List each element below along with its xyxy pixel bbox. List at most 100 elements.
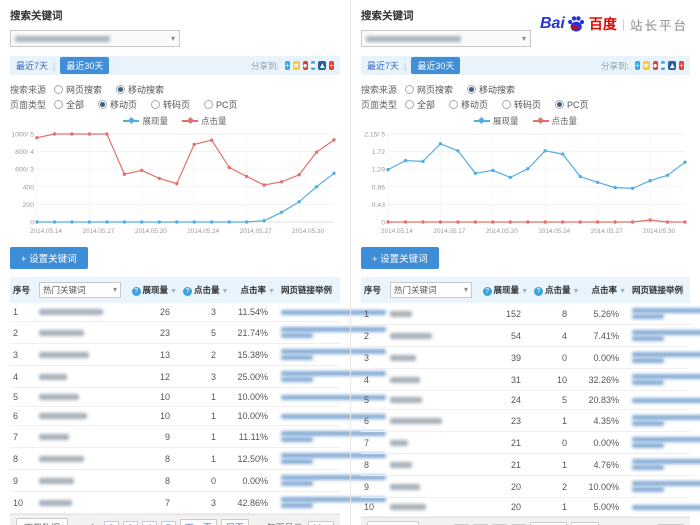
- keyword-filter-select[interactable]: 热门关键词 ▾: [39, 282, 121, 298]
- masked-link[interactable]: [632, 421, 664, 426]
- masked-link[interactable]: [632, 459, 700, 464]
- masked-link[interactable]: [281, 327, 386, 332]
- masked-link[interactable]: [281, 475, 386, 480]
- masked-link[interactable]: [281, 333, 313, 338]
- set-keywords-button[interactable]: + 设置关键词: [361, 247, 439, 269]
- last-page-button[interactable]: 尾页: [220, 519, 249, 525]
- masked-link[interactable]: [281, 377, 313, 382]
- range-7days-link[interactable]: 最近7天: [367, 61, 400, 71]
- masked-link[interactable]: [281, 394, 386, 400]
- masked-link[interactable]: [281, 309, 386, 315]
- range-30days-button[interactable]: 最近30天: [411, 57, 461, 74]
- masked-link[interactable]: [632, 374, 700, 379]
- page-link[interactable]: 3: [473, 523, 489, 525]
- radio-option[interactable]: 网页搜索: [54, 83, 102, 96]
- radio-option[interactable]: 移动搜索: [467, 83, 515, 96]
- renren-share-icon[interactable]: ▲: [668, 61, 677, 70]
- masked-link[interactable]: [632, 308, 700, 313]
- page-link[interactable]: 4: [141, 520, 157, 525]
- masked-link[interactable]: [632, 330, 700, 335]
- masked-link[interactable]: [281, 349, 386, 354]
- weibo-share-icon[interactable]: ●: [302, 61, 308, 70]
- masked-link[interactable]: [281, 481, 313, 486]
- radio-option[interactable]: 网页搜索: [405, 83, 453, 96]
- tqq-share-icon[interactable]: ■: [310, 61, 316, 70]
- range-7days-link[interactable]: 最近7天: [16, 61, 49, 71]
- radio-icon[interactable]: [449, 100, 459, 109]
- last-page-button[interactable]: 尾页: [571, 522, 600, 525]
- qzone-share-icon[interactable]: ★: [292, 61, 300, 70]
- masked-link[interactable]: [632, 504, 700, 510]
- help-icon[interactable]: ?: [482, 287, 492, 296]
- radio-option[interactable]: 全部: [54, 98, 84, 111]
- radio-icon[interactable]: [405, 85, 414, 94]
- masked-link[interactable]: [632, 465, 664, 470]
- sort-icon[interactable]: ▼: [619, 288, 626, 295]
- site-select[interactable]: ▾: [10, 30, 180, 47]
- radio-icon[interactable]: [54, 100, 63, 109]
- radio-option[interactable]: 移动搜索: [116, 83, 164, 96]
- radio-option[interactable]: 转码页: [502, 98, 541, 111]
- masked-link[interactable]: [281, 437, 313, 442]
- radio-selected-icon[interactable]: [555, 100, 565, 109]
- radio-selected-icon[interactable]: [98, 100, 108, 109]
- radio-icon[interactable]: [405, 100, 414, 109]
- weibo-share-icon[interactable]: ●: [652, 61, 658, 70]
- next-page-button[interactable]: 下一页: [179, 519, 217, 525]
- set-keywords-button[interactable]: + 设置关键词: [10, 247, 88, 269]
- per-page-select[interactable]: 10 ▾: [307, 520, 334, 525]
- radio-icon[interactable]: [204, 100, 214, 109]
- radio-selected-icon[interactable]: [467, 85, 477, 94]
- radio-option[interactable]: 移动页: [98, 98, 137, 111]
- masked-link[interactable]: [281, 371, 386, 376]
- help-icon[interactable]: ?: [534, 287, 543, 296]
- masked-link[interactable]: [632, 358, 664, 363]
- more-share-icon[interactable]: +: [329, 61, 334, 70]
- page-link[interactable]: 5: [160, 520, 176, 525]
- download-data-button[interactable]: 下载数据: [16, 518, 69, 525]
- masked-link[interactable]: [632, 415, 700, 420]
- masked-link[interactable]: [281, 453, 386, 458]
- sort-icon[interactable]: ▼: [521, 288, 528, 295]
- radio-icon[interactable]: [151, 100, 161, 109]
- next-page-button[interactable]: 下一页: [530, 522, 568, 525]
- radio-option[interactable]: 移动页: [449, 98, 488, 111]
- radio-icon[interactable]: [54, 85, 63, 94]
- sort-icon[interactable]: ▼: [221, 288, 229, 295]
- radio-selected-icon[interactable]: [116, 85, 126, 94]
- masked-link[interactable]: [632, 397, 700, 403]
- masked-link[interactable]: [281, 459, 313, 464]
- masked-link[interactable]: [632, 437, 700, 442]
- masked-link[interactable]: [281, 355, 313, 360]
- masked-link[interactable]: [632, 443, 664, 448]
- radio-option[interactable]: 转码页: [151, 98, 190, 111]
- masked-link[interactable]: [632, 336, 664, 341]
- tqq-share-icon[interactable]: ■: [660, 61, 666, 70]
- add-share-icon[interactable]: +: [284, 61, 290, 70]
- help-icon[interactable]: ?: [131, 287, 141, 296]
- page-link[interactable]: 4: [492, 523, 508, 525]
- masked-link[interactable]: [281, 413, 386, 419]
- radio-option[interactable]: 全部: [405, 98, 435, 111]
- per-page-select[interactable]: 10 ▾: [657, 523, 684, 525]
- sort-icon[interactable]: ▼: [572, 288, 580, 295]
- masked-link[interactable]: [632, 380, 664, 385]
- masked-link[interactable]: [281, 497, 386, 502]
- masked-link[interactable]: [281, 431, 386, 436]
- radio-option[interactable]: PC页: [555, 98, 589, 111]
- page-link[interactable]: 5: [511, 523, 527, 525]
- masked-link[interactable]: [632, 352, 700, 357]
- range-30days-button[interactable]: 最近30天: [60, 57, 110, 74]
- page-link[interactable]: 2: [103, 520, 119, 525]
- keyword-filter-select[interactable]: 热门关键词 ▾: [390, 282, 472, 298]
- masked-link[interactable]: [632, 481, 700, 486]
- page-link[interactable]: 3: [122, 520, 138, 525]
- add-share-icon[interactable]: +: [634, 61, 640, 70]
- more-share-icon[interactable]: +: [679, 61, 684, 70]
- qzone-share-icon[interactable]: ★: [642, 61, 650, 70]
- sort-icon[interactable]: ▼: [268, 288, 275, 295]
- masked-link[interactable]: [281, 503, 313, 508]
- site-select[interactable]: ▾: [361, 30, 531, 47]
- download-data-button[interactable]: 下载数据: [367, 521, 420, 525]
- page-link[interactable]: 2: [454, 523, 470, 525]
